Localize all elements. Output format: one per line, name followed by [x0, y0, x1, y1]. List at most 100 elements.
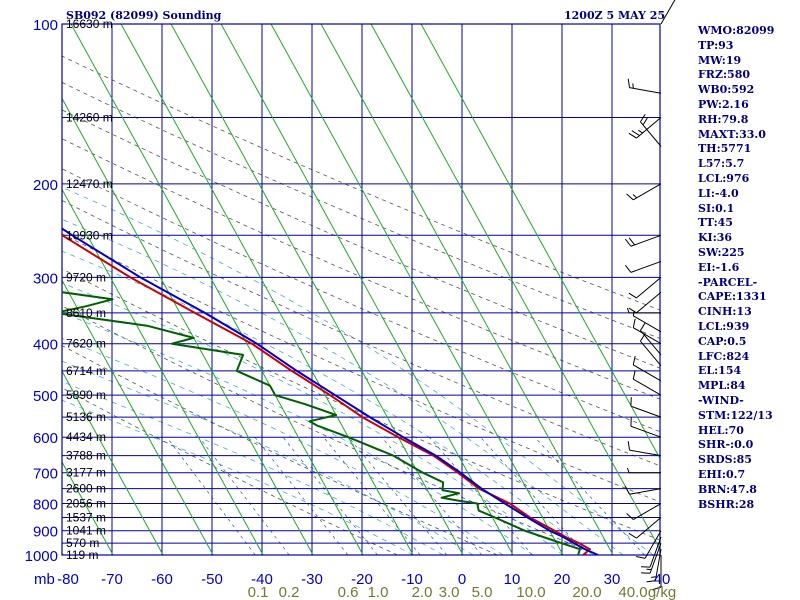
plot-frame: [61, 23, 661, 556]
wind-barb-flag: [628, 237, 636, 246]
temperature-tick-label: 30: [604, 571, 621, 588]
height-label: 3177 m: [66, 466, 106, 480]
dry-adiabat: [62, 138, 660, 400]
wind-barb-staff: [636, 117, 662, 139]
stat-item: LFC:824: [698, 349, 750, 363]
dry-adiabat: [62, 109, 660, 369]
temperature-tick-label: -20: [351, 571, 373, 588]
stat-item: SI:0.1: [698, 201, 735, 215]
mixing-ratio-label: 1.0: [368, 584, 389, 600]
isotherms: [0, 24, 660, 555]
wind-barb-staff: [636, 517, 662, 539]
pressure-label: 800: [33, 497, 58, 514]
mixing-ratio-line: [348, 436, 447, 555]
wind-barb: [627, 441, 662, 457]
wind-barb-staff: [629, 449, 662, 457]
stat-item: WMO:82099: [698, 24, 775, 37]
mixing-ratio-line: [534, 436, 645, 555]
wind-barb-staff: [633, 364, 662, 382]
mixing-ratio-line: [254, 436, 349, 555]
height-label: 119 m: [66, 548, 98, 562]
stat-item: EHI:0.7: [698, 467, 746, 481]
height-label: 6714 m: [66, 364, 106, 378]
wind-barb-flag: [624, 486, 630, 495]
wind-barb-flag: [632, 370, 636, 380]
temperature-tick-label: -30: [301, 571, 323, 588]
dry-adiabat: [62, 199, 660, 467]
stat-item: BSHR:28: [698, 497, 755, 511]
pressure-label: 100: [33, 17, 58, 34]
wind-barb: [627, 78, 662, 94]
mixing-ratio-line: [323, 436, 421, 555]
profile-series-1: [62, 260, 581, 555]
station-title: SB092 (82099) Sounding: [66, 9, 222, 22]
isotherm-line: [62, 279, 214, 555]
temperature-tick-label: 40: [654, 571, 671, 588]
pressure-label: 400: [33, 337, 58, 354]
wind-barb: [641, 536, 662, 568]
wind-barb: [626, 183, 662, 201]
mixing-ratio-label: 0.1: [248, 584, 269, 600]
wind-barb: [641, 543, 662, 574]
temperature-tick-label: -50: [201, 571, 223, 588]
wind-barb-flag: [640, 322, 646, 331]
temperature-tick-label: -10: [401, 571, 423, 588]
wind-barb-flag: [626, 307, 630, 314]
stat-item: CAPE:1331: [698, 290, 767, 304]
stat-item: STM:122/13: [698, 408, 773, 422]
wind-barb-staff: [633, 378, 662, 396]
isotherm-line: [370, 24, 660, 551]
stat-item: CAP:0.5: [698, 334, 747, 348]
wind-barb-flag: [651, 576, 657, 578]
pressure-label: 1000: [25, 548, 58, 565]
height-label: 14260 m: [66, 111, 113, 125]
wind-barb-staff: [636, 276, 662, 299]
mixing-ratio-label: 5.0: [472, 584, 493, 600]
height-label: 4434 m: [66, 430, 106, 444]
stat-item: SW:225: [698, 245, 745, 259]
isotherm-line: [70, 24, 364, 555]
profile-series-2: [62, 227, 599, 555]
wind-barb-flag: [640, 333, 646, 342]
isotherm-line: [320, 24, 614, 555]
wind-barb-flag: [638, 129, 643, 134]
mixing-ratio-label: 20.0: [572, 584, 601, 600]
mixing-ratio-line: [381, 436, 483, 555]
temperature-tick-label: -40: [251, 571, 273, 588]
stat-item: HEL:70: [698, 423, 744, 437]
stat-item: KI:36: [698, 231, 733, 245]
wind-barb-flag: [627, 441, 630, 451]
wind-barb: [630, 417, 662, 438]
stat-item: -WIND-: [698, 393, 744, 407]
wind-barb-flag: [624, 264, 632, 273]
temperature-tick-label: -70: [101, 571, 123, 588]
wind-barb-staff: [640, 330, 662, 356]
isotherm-line: [62, 188, 264, 555]
dry-adiabat: [62, 55, 660, 311]
height-label: 3788 m: [66, 449, 106, 463]
wind-barb-flag: [624, 238, 632, 247]
pressure-label: 200: [33, 177, 58, 194]
wind-barb: [628, 276, 662, 299]
wind-barb-staff: [649, 543, 662, 574]
pressure-label: 900: [33, 524, 58, 541]
stat-item: MPL:84: [698, 379, 746, 393]
stat-item: CINH:13: [698, 305, 752, 319]
wind-barb-flag: [628, 307, 637, 314]
temperature-tick-label: -80: [57, 571, 79, 588]
height-label: 5890 m: [66, 388, 106, 402]
wind-barb: [626, 467, 661, 474]
wind-barb: [624, 260, 662, 273]
isotherm-line: [0, 24, 13, 555]
moist-adiabat: [62, 399, 414, 555]
stat-item: L57:5.7: [698, 157, 745, 171]
wind-barb: [632, 355, 662, 382]
wind-barb: [640, 322, 662, 356]
wind-barb-staff: [629, 488, 662, 495]
wind-barb-flag: [632, 355, 636, 365]
temperature-tick-label: -60: [151, 571, 173, 588]
wind-barb-flag: [628, 132, 637, 139]
wind-barb-staff: [633, 183, 662, 201]
wind-barb-flag: [640, 113, 646, 123]
mixing-ratio-label: g/kg: [648, 584, 676, 600]
